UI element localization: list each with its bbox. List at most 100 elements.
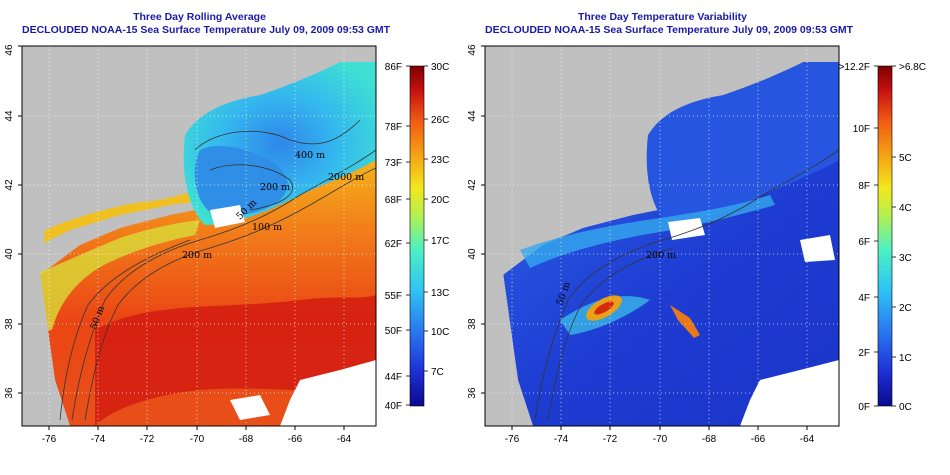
- left-x-axis: -76 -74 -72 -70 -68 -66 -64: [42, 426, 352, 445]
- right-colorbar-ramp: [877, 65, 893, 407]
- right-x-tick: -74: [554, 434, 569, 445]
- left-cb-f: 68F: [385, 195, 402, 206]
- right-colorbar: >6.8C 5C 4C 3C 2C 1C 0C >12.2F 10F 8F 6F…: [839, 62, 926, 413]
- right-cloud-1: [668, 218, 705, 240]
- left-x-tick: -64: [337, 434, 352, 445]
- right-x-axis: -76 -74 -72 -70 -68 -66 -64: [505, 426, 815, 445]
- right-y-axis: 36 38 40 42 44 46: [467, 44, 485, 399]
- left-grid: [22, 46, 376, 426]
- right-cb-f: 0F: [858, 402, 870, 413]
- right-northeast-land: [485, 46, 839, 240]
- left-contour-label-400: 400 m: [295, 150, 325, 161]
- right-frame: [484, 45, 840, 427]
- right-title-line1: Three Day Temperature Variability: [577, 11, 748, 23]
- left-contour-label-100: 100 m: [252, 222, 282, 233]
- left-x-tick: -66: [288, 434, 303, 445]
- right-cb-f: 8F: [858, 181, 870, 192]
- left-southeast-land: [22, 232, 70, 426]
- right-cb-c: 3C: [899, 253, 912, 264]
- right-x-tick: -72: [603, 434, 618, 445]
- left-map: 400 m 2000 m 200 m 200 m 50 m 100 m 50 m: [22, 46, 376, 426]
- left-frame: [21, 45, 377, 427]
- right-hotspot-2: [670, 305, 700, 338]
- right-cb-c: 0C: [899, 402, 912, 413]
- left-y-tick: 46: [4, 44, 15, 56]
- right-southeast-land: [485, 232, 533, 426]
- left-cb-f: 78F: [385, 122, 402, 133]
- left-y-tick: 40: [4, 248, 15, 260]
- right-title: Three Day Temperature Variability DECLOU…: [485, 11, 854, 37]
- right-y-tick: 36: [467, 387, 478, 399]
- right-contour-label-200: 200 m: [646, 250, 676, 261]
- right-y-tick: 46: [467, 44, 478, 56]
- right-y-tick: 44: [467, 110, 478, 122]
- left-x-tick: -72: [140, 434, 155, 445]
- left-cb-f: 40F: [385, 401, 402, 412]
- left-cb-f: 44F: [385, 372, 402, 383]
- left-title: Three Day Rolling Average DECLOUDED NOAA…: [22, 11, 391, 37]
- right-cb-f: 4F: [858, 293, 870, 304]
- left-y-tick: 36: [4, 387, 15, 399]
- left-title-line2: DECLOUDED NOAA-15 Sea Surface Temperatur…: [22, 24, 391, 36]
- right-hotspot-core: [594, 301, 614, 315]
- right-contours: [534, 149, 839, 421]
- left-y-tick: 38: [4, 318, 15, 330]
- left-x-tick: -74: [91, 434, 106, 445]
- left-cloud-3: [230, 395, 270, 420]
- right-cb-c: 5C: [899, 153, 912, 164]
- left-cb-f: 86F: [385, 62, 402, 73]
- right-cb-c: 4C: [899, 203, 912, 214]
- right-cb-c: >6.8C: [899, 62, 926, 73]
- right-cb-f: 10F: [853, 124, 870, 135]
- right-front: [520, 195, 775, 268]
- left-colorbar: 30C 26C 23C 20C 17C 13C 10C 7C 86F 78F 7…: [385, 62, 450, 412]
- right-x-tick: -70: [653, 434, 668, 445]
- left-cb-f: 73F: [385, 158, 402, 169]
- left-cb-c: 17C: [431, 236, 449, 247]
- left-cb-c: 26C: [431, 115, 449, 126]
- left-contour-label-200b: 200 m: [182, 250, 212, 261]
- left-x-tick: -70: [190, 434, 205, 445]
- right-cb-c: 1C: [899, 353, 912, 364]
- left-cb-f: 50F: [385, 326, 402, 337]
- right-y-tick: 38: [467, 318, 478, 330]
- left-cb-c: 20C: [431, 195, 449, 206]
- right-map: 200 m 50 m: [485, 46, 839, 426]
- right-cloud-3: [800, 235, 835, 262]
- left-x-tick: -76: [42, 434, 57, 445]
- left-cb-c: 13C: [431, 288, 449, 299]
- left-x-tick: -68: [239, 434, 254, 445]
- left-cloud-1: [210, 205, 245, 228]
- left-y-axis: 36 38 40 42 44 46: [4, 44, 22, 399]
- left-georges: [194, 145, 288, 216]
- right-title-line2: DECLOUDED NOAA-15 Sea Surface Temperatur…: [485, 24, 854, 36]
- left-y-tick: 44: [4, 110, 15, 122]
- left-cb-f: 62F: [385, 239, 402, 250]
- right-x-tick: -68: [702, 434, 717, 445]
- left-cb-c: 23C: [431, 155, 449, 166]
- right-cb-f: 2F: [858, 348, 870, 359]
- right-y-tick: 42: [467, 179, 478, 191]
- left-cb-c: 10C: [431, 327, 449, 338]
- right-y-tick: 40: [467, 248, 478, 260]
- left-cb-c: 30C: [431, 62, 449, 73]
- left-title-line1: Three Day Rolling Average: [133, 11, 266, 23]
- right-ocean: [503, 160, 839, 426]
- right-grid: [485, 46, 839, 426]
- left-cb-c: 7C: [431, 367, 444, 378]
- left-cloud-2: [280, 360, 376, 426]
- right-x-tick: -64: [800, 434, 815, 445]
- right-gulf-maine: [646, 62, 839, 225]
- right-cb-c: 2C: [899, 303, 912, 314]
- left-contour-label-2000: 2000 m: [328, 172, 364, 183]
- left-contours: [59, 119, 376, 421]
- right-cb-f: 6F: [858, 237, 870, 248]
- left-y-tick: 42: [4, 179, 15, 191]
- left-contour-label-200a: 200 m: [260, 182, 290, 193]
- left-colorbar-ramp: [409, 65, 425, 407]
- left-northeast-land: [22, 46, 376, 240]
- right-x-tick: -76: [505, 434, 520, 445]
- left-coastal-band: [40, 220, 200, 330]
- right-x-tick: -66: [751, 434, 766, 445]
